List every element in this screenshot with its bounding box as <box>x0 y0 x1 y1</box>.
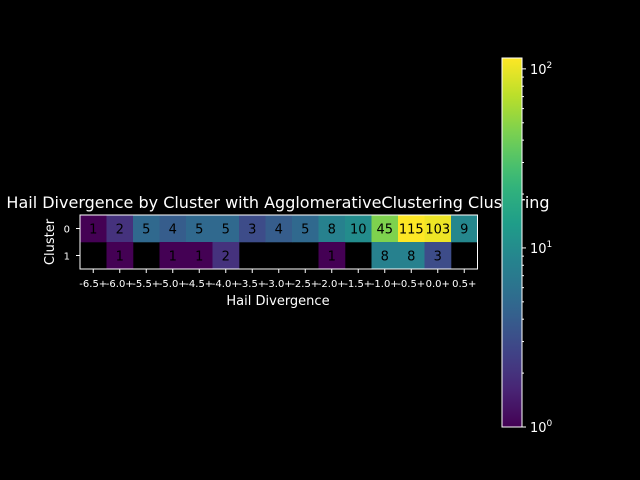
heatmap-cell <box>186 242 213 270</box>
heatmap-cell <box>371 242 399 270</box>
y-tick-labels: 01 <box>64 225 80 263</box>
colorbar-tick-label: 102 <box>530 61 552 78</box>
x-tick-label: -3.0+ <box>265 279 293 290</box>
x-tick-label: -1.5+ <box>344 279 372 290</box>
cell-value-label: 8 <box>381 250 389 265</box>
cell-value-label: 4 <box>275 223 283 238</box>
heatmap-cell <box>424 215 452 243</box>
heatmap-cell <box>133 215 160 243</box>
heatmap-cell <box>106 242 134 270</box>
heatmap-cell <box>212 242 240 270</box>
cell-value-label: 5 <box>142 223 150 238</box>
cell-value-label: 10 <box>350 223 367 238</box>
heatmap-cell <box>424 242 452 270</box>
heatmap-cell <box>212 215 240 243</box>
cell-value-label: 2 <box>222 250 230 265</box>
x-tick-label: -6.5+ <box>79 279 107 290</box>
x-tick-label: -0.5+ <box>397 279 425 290</box>
chart-title: Hail Divergence by Cluster with Agglomer… <box>6 193 549 212</box>
cell-value-label: 115 <box>399 223 424 238</box>
heatmap-cell <box>186 215 213 243</box>
cell-value-label: 1 <box>116 250 124 265</box>
heatmap-cell <box>265 215 293 243</box>
cell-value-label: 45 <box>376 223 393 238</box>
heatmap-cells: 1 2 5 4 5 5 3 4 5 8 10 45 115 103 91 1 1 2 1 8 8 3 <box>79 214 478 270</box>
colorbar-tick-label: 101 <box>530 240 552 257</box>
colorbar-gradient <box>501 57 523 428</box>
y-axis-label: Cluster <box>43 218 58 265</box>
x-tick-label: -5.5+ <box>132 279 160 290</box>
heatmap-cell <box>398 242 425 270</box>
x-tick-label: 0.5+ <box>452 279 476 290</box>
cell-value-label: 103 <box>425 223 450 238</box>
colorbar: 100 101 102 <box>501 57 553 436</box>
heatmap-cell <box>398 215 425 243</box>
x-tick-label: 0.0+ <box>426 279 450 290</box>
cell-value-label: 8 <box>328 223 336 238</box>
x-tick-label: -2.0+ <box>318 279 346 290</box>
cell-value-label: 1 <box>328 250 336 265</box>
cell-value-label: 1 <box>89 223 97 238</box>
cell-value-label: 8 <box>407 250 415 265</box>
cell-value-label: 5 <box>222 223 230 238</box>
heatmap-cell <box>318 215 346 243</box>
y-tick-label: 1 <box>64 252 70 263</box>
cell-value-label: 1 <box>169 250 177 265</box>
heatmap-cell <box>159 242 187 270</box>
x-tick-label: -5.0+ <box>159 279 187 290</box>
cell-value-label: 1 <box>195 250 203 265</box>
cell-value-label: 9 <box>460 223 468 238</box>
x-tick-labels: -6.5+-6.0+-5.5+-5.0+-4.5+-4.0+-3.5+-3.0+… <box>79 269 476 290</box>
cell-value-label: 5 <box>195 223 203 238</box>
heatmap-cell <box>292 215 319 243</box>
x-tick-label: -4.5+ <box>185 279 213 290</box>
heatmap-cell <box>159 215 187 243</box>
heatmap-cell <box>451 215 478 243</box>
x-tick-label: -6.0+ <box>106 279 134 290</box>
colorbar-tick-label: 100 <box>530 419 553 436</box>
cell-value-label: 5 <box>301 223 309 238</box>
x-tick-label: -1.0+ <box>371 279 399 290</box>
heatmap-cell <box>239 215 266 243</box>
heatmap-cell <box>318 242 346 270</box>
cell-value-label: 4 <box>169 223 177 238</box>
heatmap-cell <box>80 215 107 243</box>
cell-value-label: 3 <box>434 250 442 265</box>
heatmap-cell <box>345 215 372 243</box>
x-tick-label: -4.0+ <box>212 279 240 290</box>
x-tick-label: -2.5+ <box>291 279 319 290</box>
cell-value-label: 3 <box>248 223 256 238</box>
cell-value-label: 2 <box>116 223 124 238</box>
heatmap-cell <box>106 215 134 243</box>
x-axis-label: Hail Divergence <box>226 294 329 309</box>
heatmap-cell <box>371 215 399 243</box>
y-tick-label: 0 <box>64 225 70 236</box>
x-tick-label: -3.5+ <box>238 279 266 290</box>
